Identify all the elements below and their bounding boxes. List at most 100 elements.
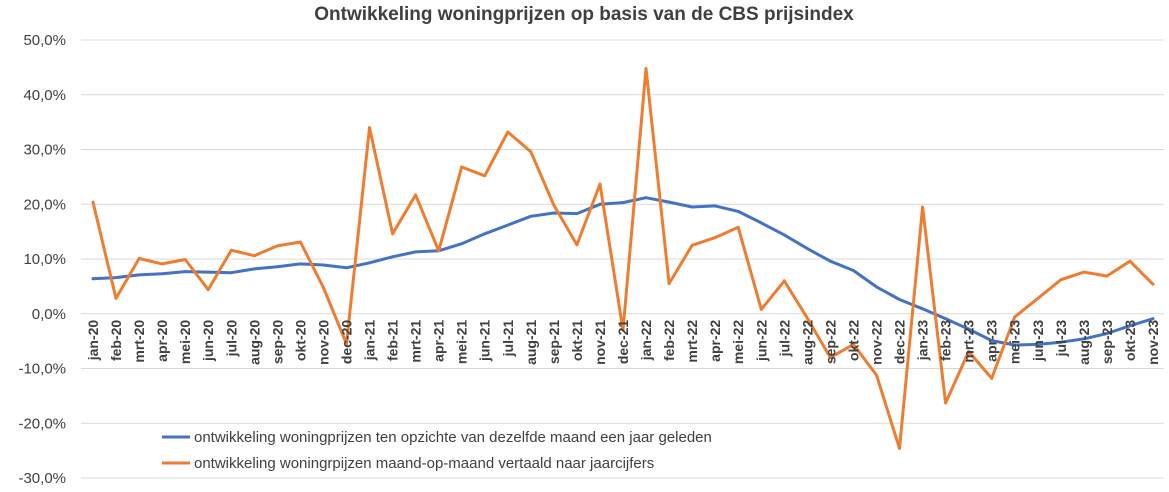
x-tick-label: mrt-20 xyxy=(131,320,147,363)
data-point xyxy=(206,270,210,274)
y-axis-ticks: 50,0% 40,0% 30,0% 20,0% 10,0% 0,0% -10,0% -20,0… xyxy=(18,32,66,487)
data-point xyxy=(322,263,325,267)
data-point xyxy=(345,266,348,270)
data-point xyxy=(667,200,671,204)
legend: ontwikkeling woningprijzen ten opzichte … xyxy=(162,429,712,472)
data-point xyxy=(990,376,994,380)
x-tick-label: jun-21 xyxy=(477,320,493,362)
data-point xyxy=(298,262,302,266)
data-point xyxy=(828,356,832,359)
data-point xyxy=(1013,343,1017,347)
data-point xyxy=(1036,343,1040,346)
y-tick-label: 40,0% xyxy=(23,87,66,104)
data-point xyxy=(206,288,210,292)
data-point xyxy=(368,126,371,129)
x-tick-label: apr-22 xyxy=(707,320,723,362)
data-point xyxy=(252,254,256,258)
data-point xyxy=(667,282,671,286)
x-tick-label: sep-20 xyxy=(269,320,285,365)
data-point xyxy=(275,244,279,248)
x-tick-label: sep-23 xyxy=(1099,320,1115,365)
data-point xyxy=(759,307,763,311)
data-point xyxy=(183,270,187,273)
data-point xyxy=(1082,270,1086,274)
x-axis-ticks: jan-20 feb-20 mrt-20 apr-20 mei-20 jun-20 jul-… xyxy=(85,320,1161,365)
y-tick-label: -30,0% xyxy=(18,470,66,487)
data-point xyxy=(552,203,556,207)
x-tick-label: jul-21 xyxy=(500,320,516,358)
x-tick-label: apr-20 xyxy=(154,320,170,362)
x-tick-label: jul-22 xyxy=(776,320,792,358)
data-point xyxy=(460,165,464,169)
y-tick-label: 20,0% xyxy=(23,196,66,213)
data-point xyxy=(921,205,924,209)
data-point xyxy=(759,221,763,225)
x-tick-label: jun-23 xyxy=(1030,320,1046,362)
x-tick-label: jan-22 xyxy=(638,320,654,362)
data-point xyxy=(529,214,533,218)
x-tick-label: okt-23 xyxy=(1122,320,1138,361)
data-point xyxy=(598,202,602,206)
x-tick-label: mrt-23 xyxy=(961,320,977,363)
x-tick-label: feb-23 xyxy=(938,320,954,361)
x-tick-label: dec-22 xyxy=(892,320,908,365)
y-tick-label: 0,0% xyxy=(32,306,66,323)
legend-label-1: ontwikkeling woningrpijzen maand-op-maan… xyxy=(194,455,654,472)
data-point xyxy=(1151,317,1155,321)
data-point xyxy=(621,328,625,332)
x-tick-label: nov-22 xyxy=(869,320,885,365)
x-tick-label: aug-21 xyxy=(523,320,539,365)
data-point xyxy=(483,232,487,236)
data-point xyxy=(91,200,95,204)
x-tick-label: mrt-21 xyxy=(408,320,424,363)
data-point xyxy=(1105,332,1109,335)
x-tick-label: jan-23 xyxy=(915,320,931,362)
data-point xyxy=(460,242,464,246)
data-point xyxy=(552,211,556,215)
data-point xyxy=(229,248,233,252)
data-point xyxy=(782,279,786,283)
data-point xyxy=(898,447,901,450)
data-point xyxy=(91,277,95,281)
data-point xyxy=(944,317,948,321)
data-point xyxy=(298,240,302,244)
legend-label-0: ontwikkeling woningprijzen ten opzichte … xyxy=(194,429,712,446)
data-point xyxy=(1105,274,1109,278)
data-point xyxy=(967,327,971,331)
data-point xyxy=(275,265,279,269)
data-point xyxy=(114,276,118,280)
data-point xyxy=(875,373,878,377)
y-tick-label: 30,0% xyxy=(23,142,66,159)
data-point xyxy=(713,236,717,240)
data-point xyxy=(805,316,809,320)
x-tick-label: sep-22 xyxy=(822,320,838,365)
data-point xyxy=(805,247,809,250)
data-point xyxy=(322,286,325,289)
data-point xyxy=(690,243,694,247)
data-point xyxy=(990,339,994,342)
x-tick-label: feb-21 xyxy=(385,320,401,361)
x-tick-label: mei-22 xyxy=(730,320,746,365)
data-point xyxy=(898,298,901,301)
data-point xyxy=(137,257,141,260)
x-tick-label: nov-20 xyxy=(315,320,331,365)
x-tick-label: jan-20 xyxy=(85,320,101,362)
x-tick-label: jul-20 xyxy=(223,320,239,358)
data-point xyxy=(1059,278,1063,282)
data-point xyxy=(391,232,394,236)
x-tick-label: nov-21 xyxy=(592,320,608,365)
data-point xyxy=(137,273,141,277)
series-line-1 xyxy=(91,67,1155,450)
y-tick-label: 50,0% xyxy=(23,32,66,49)
x-tick-label: mei-20 xyxy=(177,320,193,365)
y-tick-label: -10,0% xyxy=(18,361,66,378)
data-point xyxy=(1059,340,1063,344)
x-tick-label: okt-22 xyxy=(845,320,861,361)
data-point xyxy=(529,150,533,154)
data-point xyxy=(506,130,510,134)
x-tick-label: aug-20 xyxy=(246,320,262,365)
data-point xyxy=(875,285,878,289)
data-point xyxy=(1013,315,1017,319)
data-point xyxy=(713,204,717,208)
y-tick-label: 10,0% xyxy=(23,251,66,268)
